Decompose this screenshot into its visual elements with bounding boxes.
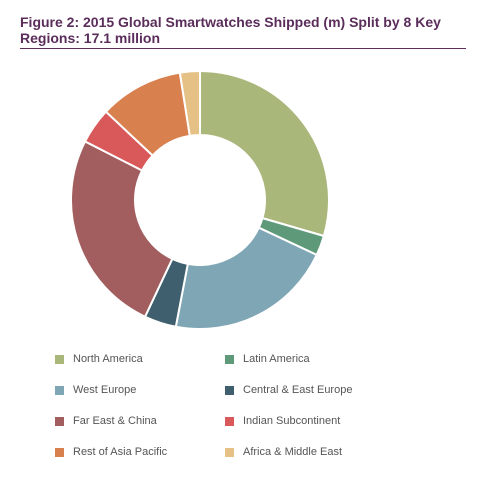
- legend-label: West Europe: [73, 384, 137, 396]
- slice-africa-middle-east: [178, 69, 201, 137]
- legend-item-west-europe: West Europe: [55, 383, 136, 397]
- legend-swatch: [225, 354, 234, 364]
- slice-north-america: [199, 69, 330, 238]
- legend-item-latin-america: Latin America: [225, 352, 310, 366]
- legend-label: Far East & China: [73, 415, 157, 427]
- legend-item-far-east-china: Far East & China: [55, 414, 157, 428]
- legend-item-rest-of-asia-pacific: Rest of Asia Pacific: [55, 445, 167, 459]
- legend-item-indian-subcontinent: Indian Subcontinent: [225, 414, 340, 428]
- legend-label: Latin America: [243, 353, 310, 365]
- legend-swatch: [55, 385, 64, 395]
- legend-label: Central & East Europe: [243, 384, 353, 396]
- legend-label: Indian Subcontinent: [243, 415, 341, 427]
- legend-item-central-east-europe: Central & East Europe: [225, 383, 352, 397]
- title-divider: [20, 48, 466, 49]
- legend-swatch: [225, 416, 234, 426]
- legend-label: North America: [73, 353, 143, 365]
- legend-item-north-america: North America: [55, 352, 143, 366]
- slice-far-east-china: [70, 140, 174, 319]
- slice-west-europe: [174, 226, 319, 330]
- legend-label: Africa & Middle East: [243, 446, 343, 458]
- legend-swatch: [225, 447, 234, 457]
- legend-swatch: [55, 447, 64, 457]
- legend-swatch: [225, 385, 234, 395]
- legend-item-africa-middle-east: Africa & Middle East: [225, 445, 342, 459]
- legend-label: Rest of Asia Pacific: [73, 446, 168, 458]
- legend-swatch: [55, 416, 64, 426]
- chart-title: Figure 2: 2015 Global Smartwatches Shipp…: [20, 14, 441, 46]
- legend-swatch: [55, 354, 64, 364]
